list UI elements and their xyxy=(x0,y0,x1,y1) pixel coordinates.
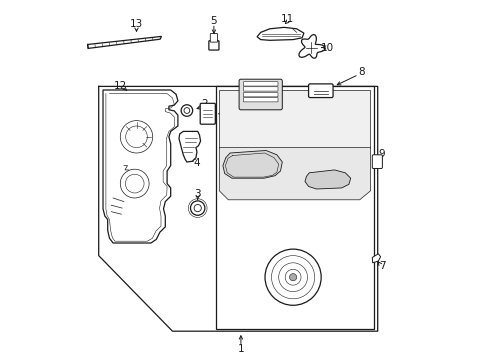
Text: 11: 11 xyxy=(281,14,294,24)
Polygon shape xyxy=(87,36,161,48)
Text: 7: 7 xyxy=(378,261,385,271)
Text: 2: 2 xyxy=(201,99,208,109)
Circle shape xyxy=(289,274,296,281)
Polygon shape xyxy=(298,35,325,58)
Circle shape xyxy=(125,174,144,193)
Polygon shape xyxy=(371,254,380,263)
Text: 9: 9 xyxy=(378,149,385,159)
FancyBboxPatch shape xyxy=(308,84,332,98)
Circle shape xyxy=(120,121,152,153)
FancyBboxPatch shape xyxy=(371,155,382,168)
Polygon shape xyxy=(223,150,282,178)
FancyBboxPatch shape xyxy=(243,98,277,102)
Text: 1: 1 xyxy=(237,344,244,354)
Circle shape xyxy=(194,204,201,212)
Circle shape xyxy=(125,126,147,148)
FancyBboxPatch shape xyxy=(239,79,282,110)
Text: 13: 13 xyxy=(130,19,143,29)
Circle shape xyxy=(120,169,149,198)
Text: 6: 6 xyxy=(229,109,235,119)
Circle shape xyxy=(181,105,192,116)
FancyBboxPatch shape xyxy=(243,82,277,86)
FancyBboxPatch shape xyxy=(200,103,215,124)
Circle shape xyxy=(183,108,189,113)
Text: 8: 8 xyxy=(357,67,364,77)
FancyBboxPatch shape xyxy=(208,41,219,50)
Text: 3: 3 xyxy=(194,189,201,199)
Text: 5: 5 xyxy=(210,16,217,26)
Text: 10: 10 xyxy=(320,42,333,53)
Text: 4: 4 xyxy=(193,158,200,168)
Polygon shape xyxy=(305,170,350,189)
Polygon shape xyxy=(219,148,370,200)
Polygon shape xyxy=(257,27,303,40)
Circle shape xyxy=(190,201,204,215)
Polygon shape xyxy=(215,86,373,329)
Text: 12: 12 xyxy=(113,81,127,91)
Polygon shape xyxy=(179,131,200,162)
Circle shape xyxy=(264,249,321,305)
Polygon shape xyxy=(103,90,178,243)
Polygon shape xyxy=(219,90,370,148)
FancyBboxPatch shape xyxy=(243,93,277,97)
FancyBboxPatch shape xyxy=(243,87,277,91)
FancyBboxPatch shape xyxy=(210,33,217,42)
